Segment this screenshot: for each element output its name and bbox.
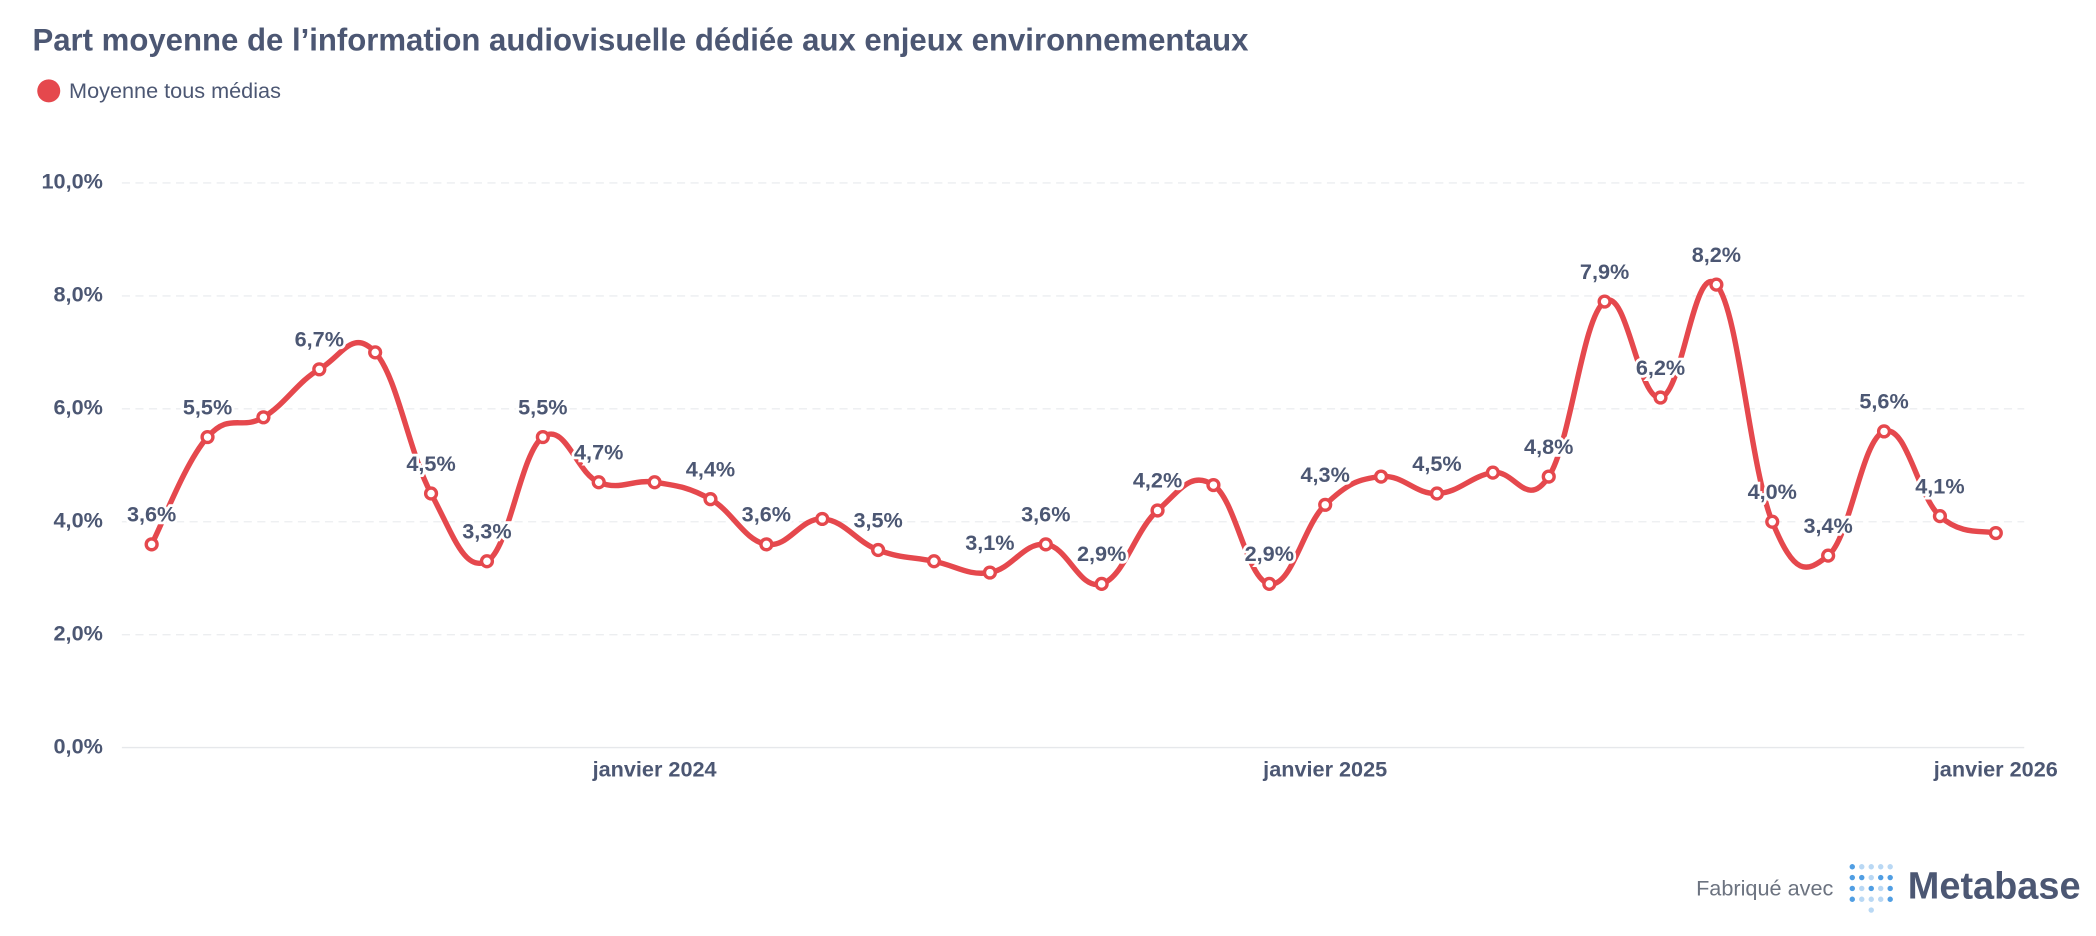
value-label: 4,7% [574,440,623,465]
value-label: 2,9% [1245,541,1294,566]
point [1821,548,1836,563]
footer-brand: Metabase [1908,865,2081,907]
value-label: 5,6% [1859,389,1908,414]
legend: Moyenne tous médias [37,78,281,103]
point [1653,390,1668,405]
point [1318,497,1333,512]
value-label: 3,6% [127,502,176,527]
value-label: 4,8% [1524,434,1573,459]
point [1150,503,1165,518]
point [535,429,550,445]
value-label: 4,3% [1301,462,1350,487]
footer-made-with: Fabriqué avec [1696,875,1833,900]
point [200,429,215,445]
value-label: 5,5% [183,394,232,419]
chart-title: Part moyenne de l’information audiovisue… [32,22,1249,57]
point [144,537,159,552]
point [591,475,606,490]
point [926,554,942,569]
y-tick-label: 8,0% [54,282,103,307]
value-label: 8,2% [1692,242,1741,267]
point [1429,486,1445,501]
value-label: 3,1% [965,530,1014,555]
value-label: 4,4% [686,456,735,481]
value-label: 4,5% [406,451,455,476]
value-label: 4,1% [1915,473,1964,498]
legend-label: Moyenne tous médias [69,78,281,103]
y-tick-label: 0,0% [54,733,103,758]
value-label: 4,0% [1748,479,1797,504]
y-tick-label: 10,0% [41,169,102,194]
value-label: 3,4% [1803,513,1852,538]
point [982,565,998,580]
point [1094,576,1109,591]
y-tick-label: 4,0% [54,507,103,532]
point [368,345,383,360]
point [703,492,718,507]
value-label: 3,3% [462,519,511,544]
point [1876,424,1892,439]
point [1765,514,1780,529]
point [815,511,830,527]
y-tick-label: 2,0% [54,620,103,645]
point [312,362,327,377]
point [1597,294,1612,309]
point [1541,469,1556,484]
value-label: 4,2% [1133,468,1182,493]
point [1038,537,1053,552]
point [1709,277,1724,292]
legend-marker [37,79,61,103]
value-label: 2,9% [1077,541,1126,566]
plot: 0,0% 2,0% 4,0% 6,0% 8,0% 10,0% janvier 2024 jan… [41,169,2057,782]
metabase-logo [1849,864,1893,913]
point [871,542,886,558]
value-label: 3,6% [742,502,791,527]
point [479,554,495,569]
line [149,278,1997,588]
point [1262,576,1277,591]
point [1373,469,1389,484]
x-tick-label: janvier 2025 [1262,756,1387,781]
y-tick-label: 6,0% [54,395,103,420]
point [759,537,774,552]
value-label: 6,7% [295,327,344,352]
x-tick-label: janvier 2026 [1933,756,2058,781]
point [256,410,271,425]
value-label: 6,2% [1636,355,1685,380]
point [1206,477,1221,493]
value-label: 7,9% [1580,259,1629,284]
point [1485,465,1500,480]
value-label: 3,6% [1021,502,1070,527]
x-tick-label: janvier 2024 [592,756,717,781]
value-label: 5,5% [518,394,567,419]
point [423,486,439,501]
point [647,475,662,490]
value-label: 4,5% [1412,451,1461,476]
value-label: 3,5% [853,507,902,532]
point [1988,525,2003,541]
point [1932,508,1948,524]
